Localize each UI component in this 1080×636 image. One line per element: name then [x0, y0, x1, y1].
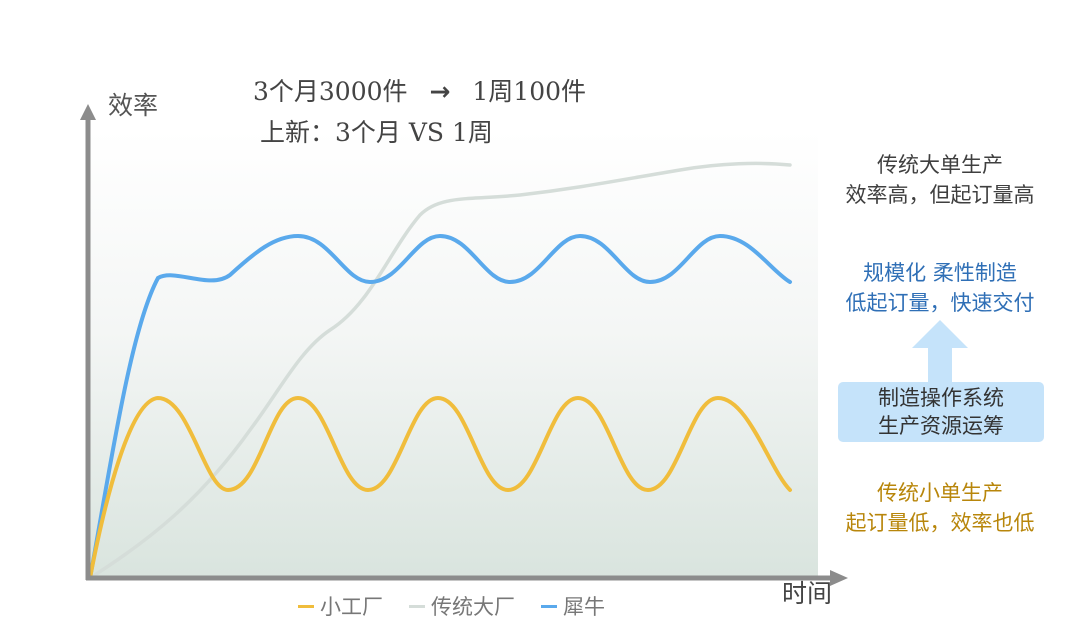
legend-swatch-small-factory [298, 604, 314, 608]
annotation-big-factory-line1: 传统大单生产 [877, 153, 1003, 177]
arrow-right-icon: → [429, 77, 451, 106]
os-box-line2: 生产资源运筹 [878, 414, 1004, 438]
annotation-rhino-line2: 低起订量，快速交付 [845, 291, 1035, 315]
series-line-small-factory [88, 395, 792, 580]
os-box: 制造操作系统 生产资源运筹 [838, 382, 1044, 442]
up-arrow-icon [912, 320, 968, 384]
legend-label: 犀牛 [563, 595, 605, 619]
annotation-small-factory-line1: 传统小单生产 [877, 481, 1003, 505]
x-axis-arrow-icon [830, 570, 848, 586]
legend-swatch-big-factory [409, 604, 425, 608]
annotation-small-factory: 传统小单生产 起订量低，效率也低 [820, 478, 1060, 538]
y-axis-label: 效率 [108, 91, 159, 120]
y-axis-arrow-icon [80, 104, 96, 120]
series-line-big-factory [88, 161, 792, 580]
annotation-big-factory-line2: 效率高，但起订量高 [845, 183, 1035, 207]
annotation-big-factory: 传统大单生产 效率高，但起订量高 [820, 150, 1060, 210]
chart-legend: 小工厂 传统大厂 犀牛 [298, 591, 605, 621]
legend-label: 传统大厂 [431, 595, 515, 619]
legend-swatch-rhino [541, 604, 557, 608]
annotation-rhino: 规模化 柔性制造 低起订量，快速交付 [820, 258, 1060, 318]
os-box-line1: 制造操作系统 [878, 386, 1004, 410]
series-line-rhino [88, 233, 792, 580]
headline-line1: 3个月3000件 → 1周100件 [253, 72, 586, 108]
plot-background [88, 130, 818, 578]
legend-item-rhino: 犀牛 [541, 591, 605, 621]
legend-label: 小工厂 [320, 595, 383, 619]
headline-before: 3个月3000件 [253, 77, 408, 106]
legend-item-big-factory: 传统大厂 [409, 591, 515, 621]
annotation-rhino-line1: 规模化 柔性制造 [863, 261, 1017, 285]
headline-after: 1周100件 [472, 77, 587, 106]
headline-line2: 上新：3个月 VS 1周 [260, 118, 493, 147]
legend-item-small-factory: 小工厂 [298, 591, 383, 621]
annotation-small-factory-line2: 起订量低，效率也低 [845, 511, 1035, 535]
x-axis-label: 时间 [782, 579, 833, 608]
